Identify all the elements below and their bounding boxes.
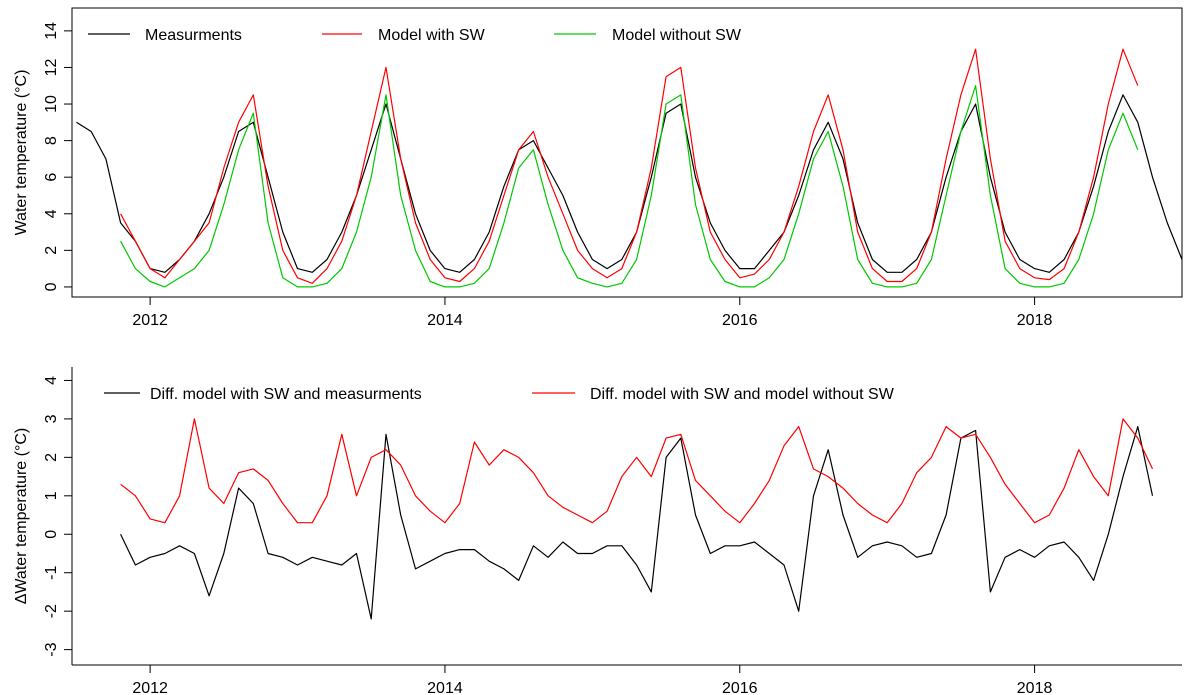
legend-label: Diff. model with SW and model without SW xyxy=(590,386,895,403)
x-tick-label: 2016 xyxy=(722,312,758,329)
legend-label: Model with SW xyxy=(378,27,486,44)
x-tick-label: 2018 xyxy=(1017,680,1053,695)
y-tick-label: 4 xyxy=(43,376,60,385)
x-tick-label: 2016 xyxy=(722,680,758,695)
y-axis-title: ΔWater temperature (°C) xyxy=(13,428,30,605)
plot-frame xyxy=(71,7,1183,298)
y-tick-label: 12 xyxy=(43,58,60,76)
y-tick-label: 8 xyxy=(43,136,60,145)
x-tick-label: 2012 xyxy=(132,312,168,329)
legend-label: Diff. model with SW and measurments xyxy=(150,386,422,403)
x-tick-label: 2014 xyxy=(427,680,463,695)
data-line xyxy=(120,426,1154,620)
y-tick-label: 0 xyxy=(43,282,60,291)
x-tick-label: 2018 xyxy=(1017,312,1053,329)
y-tick-label: 3 xyxy=(43,414,60,423)
y-tick-label: 4 xyxy=(43,209,60,218)
x-tick-label: 2012 xyxy=(132,680,168,695)
data-line xyxy=(120,85,1139,288)
data-line xyxy=(76,94,1183,273)
y-tick-label: -3 xyxy=(43,642,60,656)
y-tick-label: 2 xyxy=(43,246,60,255)
data-line xyxy=(120,48,1139,284)
y-tick-label: 1 xyxy=(43,491,60,500)
y-tick-label: 14 xyxy=(43,22,60,40)
y-tick-label: 0 xyxy=(43,530,60,539)
y-tick-label: 6 xyxy=(43,173,60,182)
legend-label: Measurments xyxy=(145,27,242,44)
legend-label: Model without SW xyxy=(612,27,742,44)
y-tick-label: -2 xyxy=(43,604,60,618)
y-axis-title: Water temperature (°C) xyxy=(13,70,30,236)
data-line xyxy=(120,418,1154,524)
y-tick-label: -1 xyxy=(43,566,60,580)
y-tick-label: 2 xyxy=(43,453,60,462)
x-tick-label: 2014 xyxy=(427,312,463,329)
y-tick-label: 10 xyxy=(43,95,60,113)
